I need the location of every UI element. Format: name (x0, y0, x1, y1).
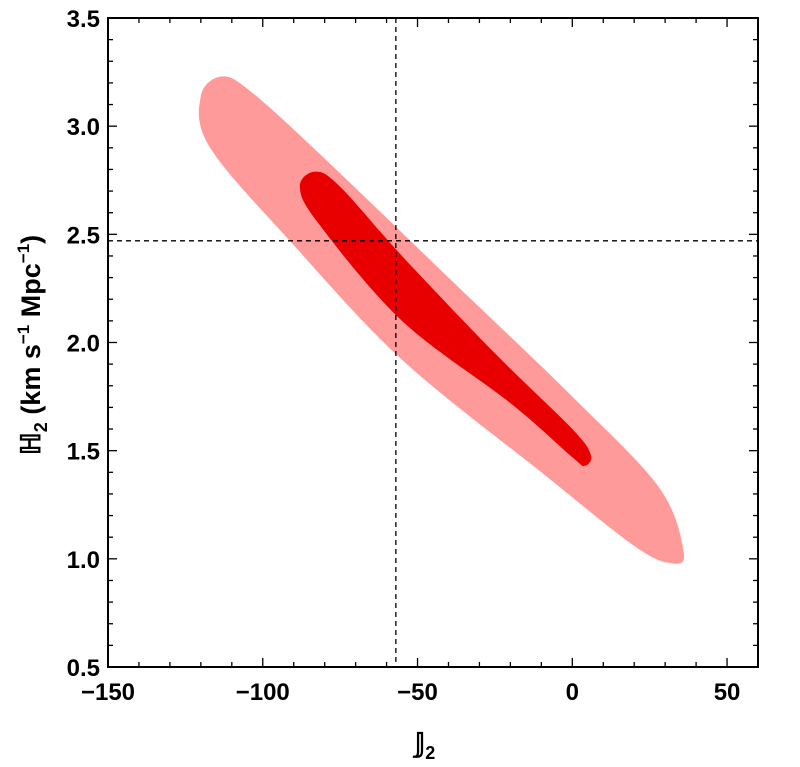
x-axis-label: 𝕁2 (413, 728, 436, 763)
x-tick-label: 50 (714, 679, 741, 706)
contour-inner (299, 171, 592, 467)
x-tick-label: −50 (397, 679, 438, 706)
x-tick-label: −150 (81, 679, 135, 706)
y-tick-label: 1.0 (67, 547, 100, 574)
y-tick-label: 1.5 (67, 439, 100, 466)
y-axis-ticks: 0.5 1.0 1.5 2.0 2.5 3.0 3.5 (67, 6, 758, 682)
y-tick-label: 3.0 (67, 114, 100, 141)
y-tick-label: 2.0 (67, 331, 100, 358)
y-tick-label: 2.5 (67, 222, 100, 249)
reference-lines (108, 18, 758, 667)
y-tick-label: 0.5 (67, 655, 100, 682)
y-axis-label: ℍ2 (km s−1 Mpc−1) (14, 235, 51, 455)
x-axis-ticks: −150 −100 −50 0 50 (81, 18, 759, 706)
x-tick-label: −100 (236, 679, 290, 706)
y-tick-label: 3.5 (67, 6, 100, 33)
x-tick-label: 0 (566, 679, 579, 706)
confidence-contours (198, 76, 685, 564)
